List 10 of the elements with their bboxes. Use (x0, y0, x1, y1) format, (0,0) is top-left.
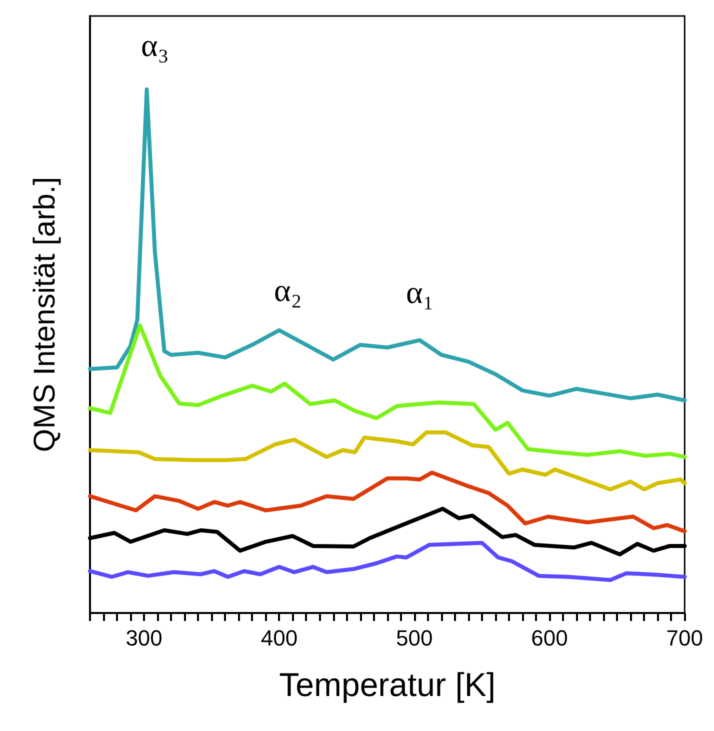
x-tick-label: 400 (260, 626, 298, 650)
annotation: α₁ (406, 274, 434, 310)
text: α₃ (141, 27, 169, 63)
annotation: α₂ (274, 272, 302, 308)
x-tick-label: 600 (531, 626, 568, 650)
y-axis-title: QMS Intensität [arb.] (28, 176, 62, 452)
x-tick-label: 300 (126, 626, 162, 650)
x-axis-title: Temperatur [K] (279, 666, 496, 703)
x-tick-label: 500 (396, 626, 433, 650)
x-tick-label: 700 (666, 626, 704, 650)
